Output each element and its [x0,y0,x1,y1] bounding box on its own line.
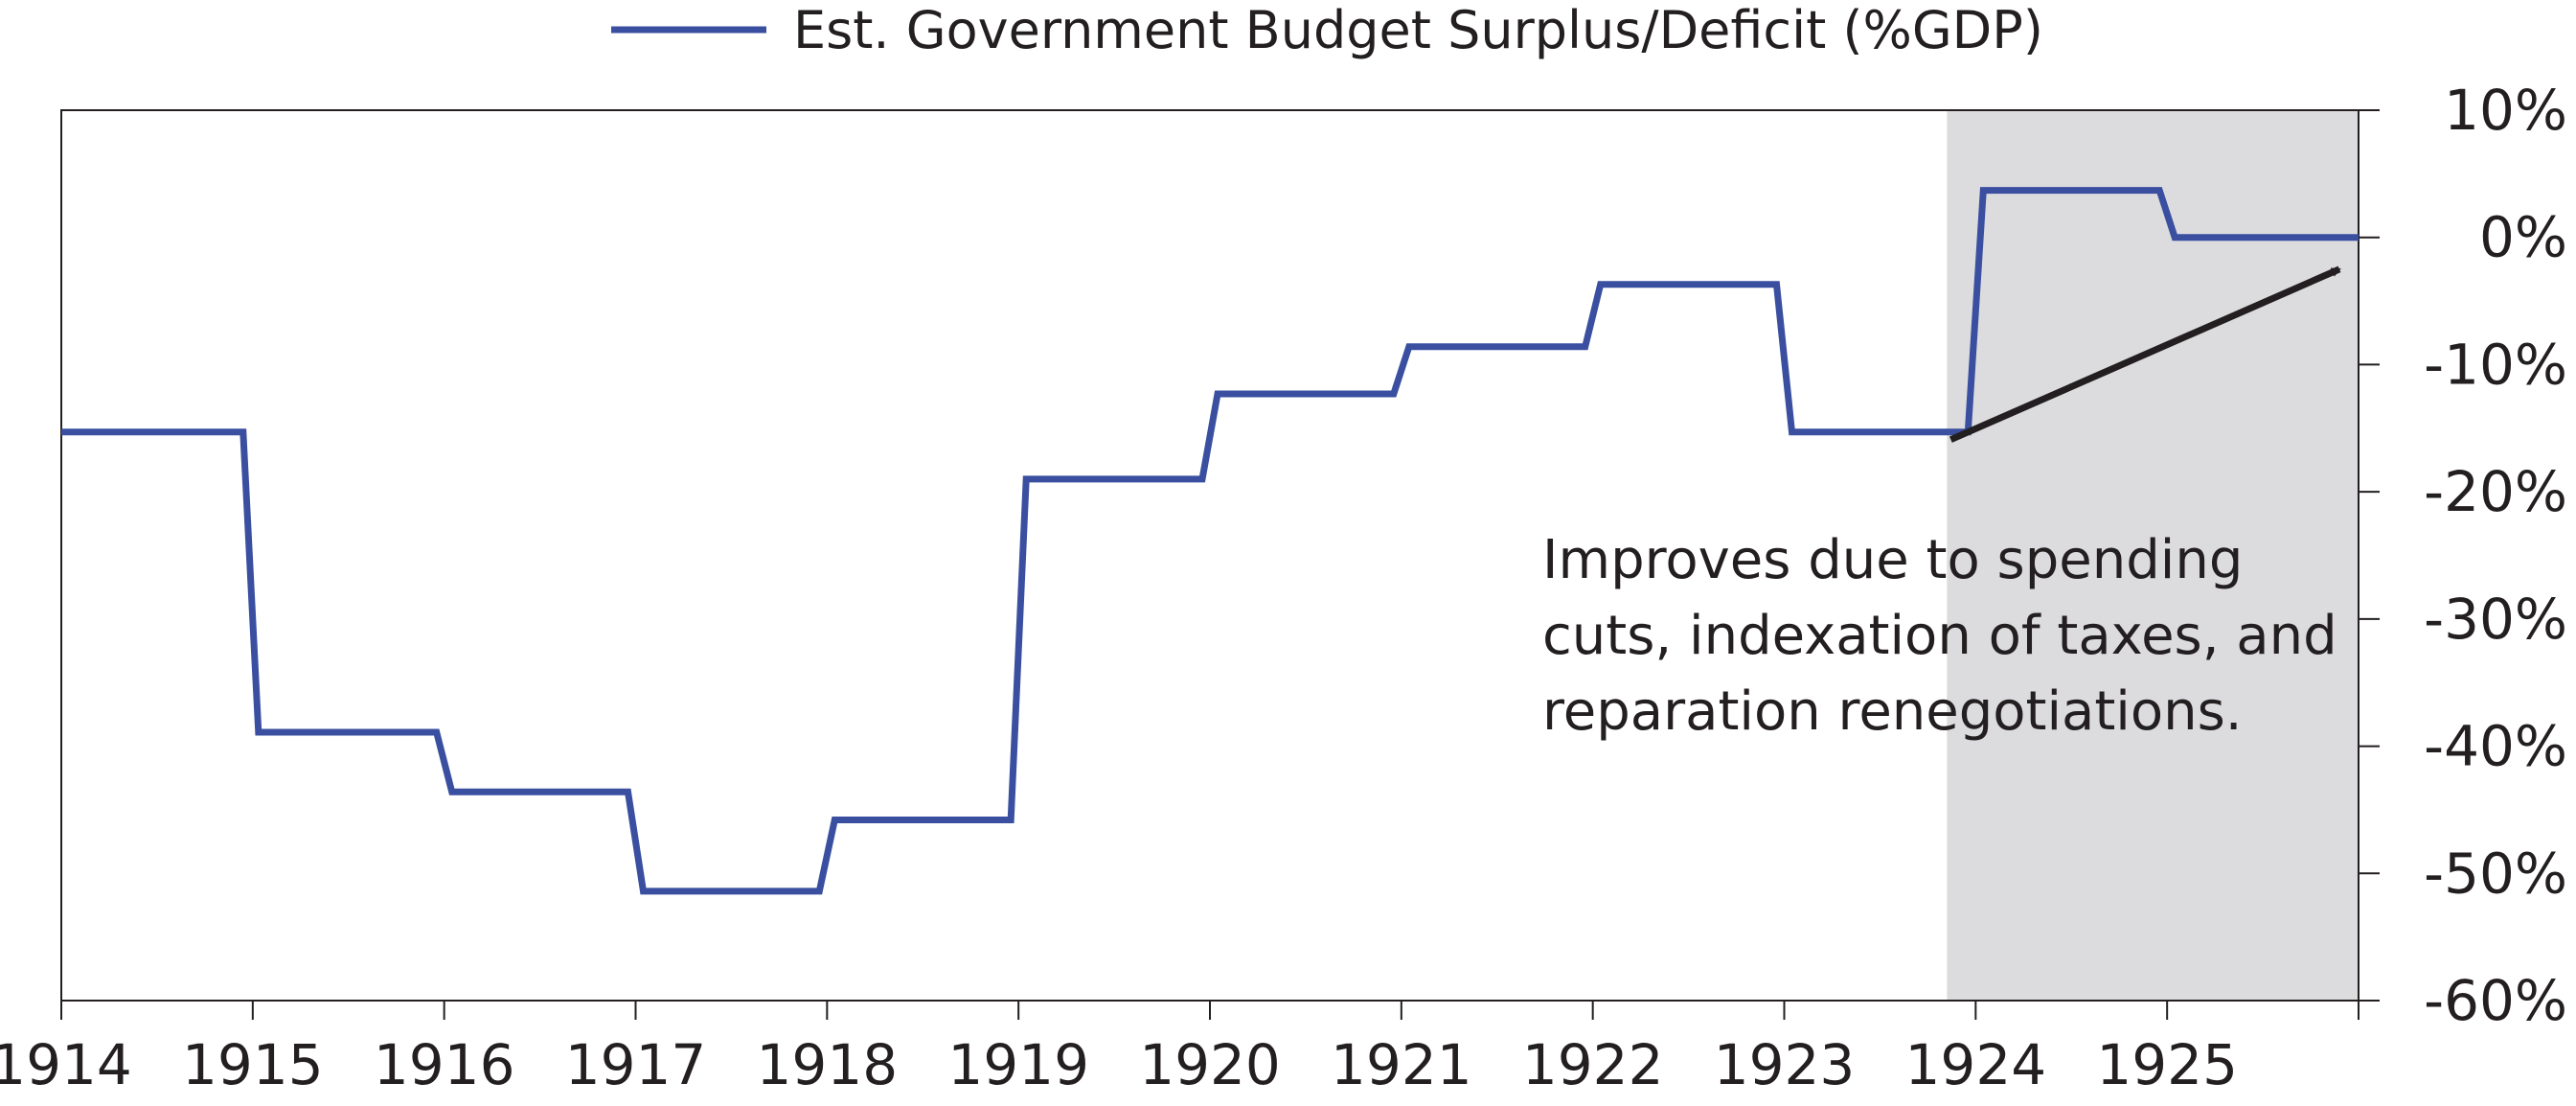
x-tick-label: 1915 [182,1032,324,1097]
legend-label: Est. Government Budget Surplus/Deficit (… [793,0,2043,60]
x-tick-label: 1922 [1522,1032,1664,1097]
x-tick-label: 1917 [565,1032,707,1097]
y-tick-label: -30% [2424,587,2567,652]
x-tick-label: 1925 [2096,1032,2238,1097]
x-tick-label: 1916 [374,1032,515,1097]
legend-layer: Est. Government Budget Surplus/Deficit (… [611,0,2043,60]
x-tick-label: 1920 [1139,1032,1281,1097]
y-tick-label: -20% [2424,459,2567,524]
x-tick-label: 1918 [757,1032,899,1097]
x-tick-label: 1919 [947,1032,1089,1097]
y-tick-label: -60% [2424,968,2567,1033]
annotation-text-line: Improves due to spending [1542,529,2243,591]
x-tick-label: 1924 [1905,1032,2047,1097]
shaded-region [1947,110,2359,1001]
y-tick-label: 0% [2479,205,2567,270]
annotation-text-line: cuts, indexation of taxes, and [1542,605,2337,667]
y-tick-label: -50% [2424,841,2567,906]
y-tick-label: 10% [2444,78,2567,143]
annotation-layer: Improves due to spending cuts, indexation… [1542,265,2341,743]
x-tick-label: 1921 [1331,1032,1472,1097]
annotation-text-line: reparation renegotiations. [1542,680,2243,743]
shaded-region-layer [1947,110,2359,1001]
y-tick-label: -10% [2424,332,2567,397]
y-tick-label: -40% [2424,714,2567,779]
series-layer [61,187,2359,895]
x-tick-label: 1923 [1714,1032,1856,1097]
series-line-0 [61,187,2359,895]
annotation-arrow [1949,265,2341,443]
ticks-layer: 1914 1915 1916 1917 1918 1919 1920 1921 1922 1923… [0,78,2567,1097]
x-tick-label: 1914 [0,1032,132,1097]
